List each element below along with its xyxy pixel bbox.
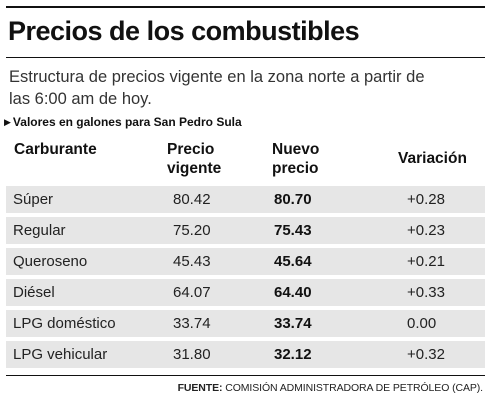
new-price: 64.40 <box>274 284 312 301</box>
subtitle: Estructura de precios vigente en la zona… <box>9 68 425 108</box>
price-change: +0.32 <box>407 346 445 363</box>
column-header-new-price: Nuevo precio <box>272 141 320 177</box>
previous-price: 31.80 <box>173 346 211 363</box>
fuel-name: Queroseno <box>13 253 88 270</box>
previous-price: 33.74 <box>173 315 211 332</box>
units-note-text: Valores en galones para San Pedro Sula <box>12 115 242 129</box>
previous-price: 75.20 <box>173 222 211 239</box>
bottom-divider <box>6 375 485 376</box>
fuel-name: LPG doméstico <box>13 315 116 332</box>
table-row: Queroseno 45.43 45.64 +0.21 <box>6 248 485 275</box>
table-row: LPG vehicular 31.80 32.12 +0.32 <box>6 341 485 368</box>
table-row: LPG doméstico 33.74 33.74 0.00 <box>6 310 485 337</box>
previous-price: 45.43 <box>173 253 211 270</box>
page-title: Precios de los combustibles <box>8 16 360 46</box>
column-header-previous-price: Precio vigente <box>167 141 222 177</box>
price-change: +0.23 <box>407 222 445 239</box>
title-divider <box>6 57 485 58</box>
table-row: Regular 75.20 75.43 +0.23 <box>6 217 485 244</box>
source-label: FUENTE: <box>177 382 223 394</box>
column-header-change: Variación <box>398 150 467 167</box>
new-price: 33.74 <box>274 315 312 332</box>
new-price: 75.43 <box>274 222 312 239</box>
source-text: COMISIÓN ADMINISTRADORA DE PETRÓLEO (CAP… <box>225 382 483 394</box>
table-row: Diésel 64.07 64.40 +0.33 <box>6 279 485 306</box>
price-change: 0.00 <box>407 315 437 332</box>
fuel-name: Súper <box>13 191 54 208</box>
new-price: 80.70 <box>274 191 312 208</box>
top-rule <box>6 6 485 8</box>
new-price: 45.64 <box>274 253 312 270</box>
previous-price: 80.42 <box>173 191 211 208</box>
fuel-name: Diésel <box>13 284 55 301</box>
triangle-right-icon: ▶ <box>4 117 11 127</box>
fuel-name: Regular <box>13 222 66 239</box>
price-table: Súper 80.42 80.70 +0.28 Regular 75.20 75… <box>6 186 485 372</box>
previous-price: 64.07 <box>173 284 211 301</box>
table-row: Súper 80.42 80.70 +0.28 <box>6 186 485 213</box>
price-change: +0.21 <box>407 253 445 270</box>
price-change: +0.28 <box>407 191 445 208</box>
fuel-name: LPG vehicular <box>13 346 108 363</box>
column-header-fuel: Carburante <box>14 141 97 158</box>
price-change: +0.33 <box>407 284 445 301</box>
new-price: 32.12 <box>274 346 312 363</box>
units-note: ▶ Valores en galones para San Pedro Sula <box>4 115 242 129</box>
source-credit: FUENTE: COMISIÓN ADMINISTRADORA DE PETRÓ… <box>178 382 483 394</box>
